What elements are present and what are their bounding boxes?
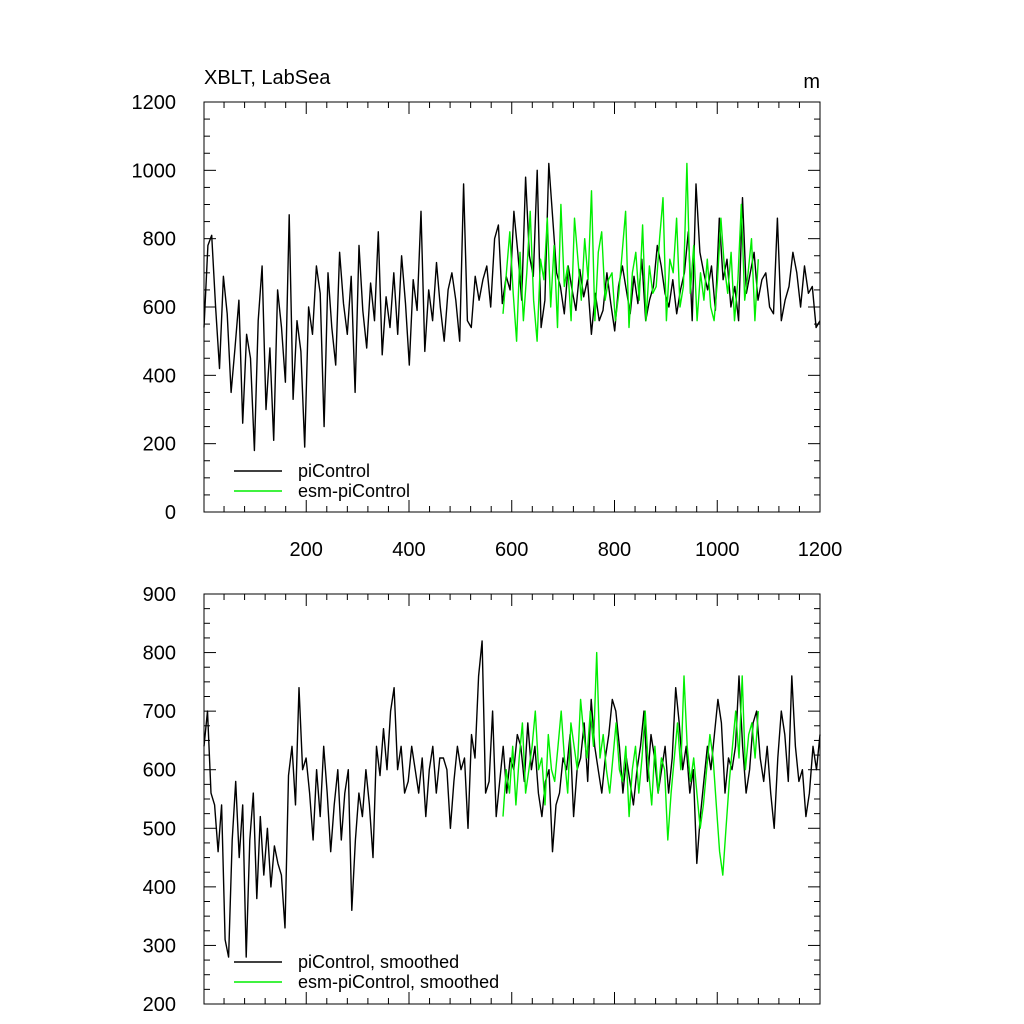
y-tick-label-top: 800: [143, 229, 176, 251]
x-tick-label-top: 400: [392, 539, 425, 561]
x-tick-label-top: 800: [598, 539, 631, 561]
chart-bottom: 200 300 400 500 600 700 800 900 piControl, smoo…: [143, 584, 821, 1016]
y-tick-label-bottom: 600: [143, 760, 176, 782]
axes-bottom: 200 300 400 500 600 700 800 900: [143, 584, 821, 1016]
y-tick-label-bottom: 800: [143, 643, 176, 665]
y-tick-label-top: 1200: [132, 92, 177, 114]
y-tick-label-bottom: 700: [143, 701, 176, 723]
x-tick-label-top: 1200: [798, 539, 843, 561]
chart-units: m: [803, 71, 820, 93]
x-tick-label-top: 600: [495, 539, 528, 561]
y-tick-label-bottom: 300: [143, 935, 176, 957]
legend-label-picontrol: piControl: [298, 461, 370, 481]
series-line-top-0: [203, 162, 821, 452]
legend-label-picontrol-smoothed: piControl, smoothed: [298, 952, 459, 972]
series-line-top-1: [502, 162, 759, 342]
axes-top: 0 200 400 600 800 1000 1200 200 400 600 800 1000 120…: [132, 92, 843, 561]
y-tick-label-top: 400: [143, 365, 176, 387]
chart-top: XBLT, LabSea m 0 200 400 600 800 1000 1200 200 4…: [132, 67, 843, 561]
series-group-bottom: [203, 640, 821, 958]
legend-label-esm-picontrol-smoothed: esm-piControl, smoothed: [298, 972, 499, 992]
y-tick-label-bottom: 500: [143, 818, 176, 840]
y-tick-label-bottom: 400: [143, 877, 176, 899]
legend-top: piControl esm-piControl: [234, 461, 410, 501]
plot-frame-top: [203, 101, 821, 513]
series-group-top: [203, 162, 821, 452]
legend-bottom: piControl, smoothed esm-piControl, smoot…: [234, 952, 499, 992]
y-tick-label-top: 0: [165, 502, 176, 524]
x-tick-label-top: 1000: [695, 539, 740, 561]
y-tick-label-top: 600: [143, 297, 176, 319]
y-tick-label-bottom: 900: [143, 584, 176, 606]
legend-label-esm-picontrol: esm-piControl: [298, 481, 410, 501]
chart-title: XBLT, LabSea: [204, 67, 331, 89]
series-line-bottom-1: [502, 651, 759, 876]
y-tick-label-bottom: 200: [143, 994, 176, 1016]
x-tick-label-top: 200: [290, 539, 323, 561]
y-tick-label-top: 1000: [132, 160, 177, 182]
y-tick-label-top: 200: [143, 434, 176, 456]
